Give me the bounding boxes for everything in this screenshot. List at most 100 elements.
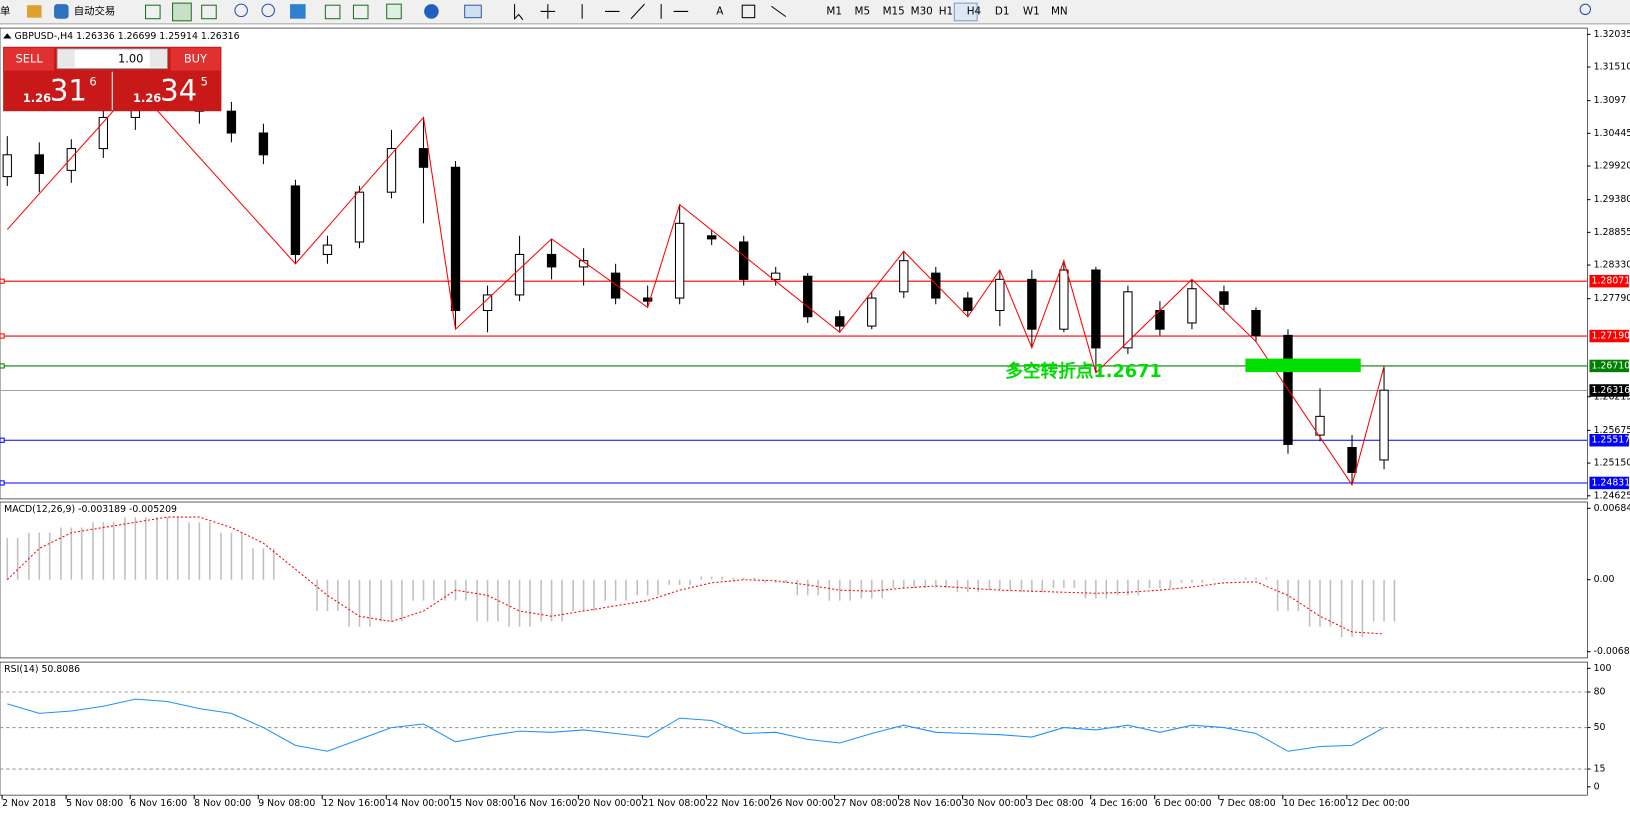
candle-body xyxy=(642,297,653,302)
icon[interactable] xyxy=(172,2,192,22)
candle-body xyxy=(1187,288,1197,324)
sell-price-frac[interactable]: 6 xyxy=(89,75,96,89)
y-tick-label: 0.00 xyxy=(1594,574,1615,585)
current-price-label: 1.26316 xyxy=(1592,385,1630,396)
rsi-panel xyxy=(0,661,1588,796)
x-tick-label: 8 Nov 00:00 xyxy=(194,798,251,809)
chart-title: GBPUSD-,H4 1.26336 1.26699 1.25914 1.263… xyxy=(15,31,240,42)
sell-price-big[interactable]: 1.26 xyxy=(23,91,51,105)
level-handle xyxy=(0,363,5,369)
x-tick-label: 22 Nov 16:00 xyxy=(706,798,769,809)
y-tick-label: 1.28330 xyxy=(1594,260,1630,271)
lots-input[interactable] xyxy=(56,48,168,70)
timeframe[interactable]: M5 xyxy=(855,5,871,17)
sell-label[interactable]: SELL xyxy=(16,52,44,66)
candle-body xyxy=(482,294,493,312)
icon[interactable] xyxy=(324,4,341,20)
icon[interactable] xyxy=(386,3,402,20)
icon[interactable] xyxy=(352,4,369,20)
auto-trading[interactable]: 自动交易 xyxy=(74,4,116,17)
icon[interactable] xyxy=(27,5,42,18)
candle-body xyxy=(1123,291,1133,349)
icon[interactable] xyxy=(581,3,689,20)
icon[interactable] xyxy=(201,4,217,20)
rsi-title: RSI(14) 50.8086 xyxy=(4,664,80,675)
icon[interactable] xyxy=(261,3,275,18)
candle-body xyxy=(931,272,941,299)
buy-price-pips[interactable]: 34 xyxy=(160,74,197,108)
x-tick-label: 15 Nov 08:00 xyxy=(450,798,513,809)
candle-body xyxy=(34,154,44,175)
y-tick-label: 1.31510 xyxy=(1594,61,1630,72)
search-icon[interactable] xyxy=(1579,3,1592,16)
icon[interactable] xyxy=(54,4,69,19)
lots-up[interactable] xyxy=(149,49,167,68)
level-tag xyxy=(1589,433,1629,447)
timeframe[interactable]: H4 xyxy=(967,5,982,17)
candle-body xyxy=(610,272,621,299)
candle-body xyxy=(258,132,269,156)
x-tick-label: 3 Dec 08:00 xyxy=(1027,798,1084,809)
timeframe[interactable]: D1 xyxy=(995,5,1010,17)
buy-button[interactable] xyxy=(170,47,221,71)
buy-price-frac[interactable]: 5 xyxy=(201,75,208,89)
main-panel xyxy=(0,27,1588,500)
sell-button[interactable] xyxy=(4,47,55,71)
level-handle xyxy=(0,333,5,339)
y-tick-label: 1.28855 xyxy=(1594,227,1630,238)
y-tick-label: 15 xyxy=(1594,764,1606,775)
lots-down[interactable] xyxy=(58,49,75,68)
candle-body xyxy=(2,154,12,178)
candle-body xyxy=(354,191,365,243)
timeframe[interactable]: H1 xyxy=(939,5,953,17)
timeframe[interactable]: W1 xyxy=(1023,5,1040,17)
y-tick-label: -0.006894 xyxy=(1594,646,1630,657)
icon[interactable] xyxy=(514,4,524,21)
icon[interactable]: A xyxy=(716,5,724,17)
timeframe[interactable]: M15 xyxy=(883,5,905,17)
candle-body xyxy=(835,316,845,327)
x-tick-label: 6 Nov 16:00 xyxy=(130,798,187,809)
icon[interactable] xyxy=(145,4,161,20)
y-tick-label: 1.25675 xyxy=(1594,425,1630,436)
x-tick-label: 30 Nov 00:00 xyxy=(963,798,1026,809)
candle-body xyxy=(1347,447,1357,473)
candle-body xyxy=(1027,278,1037,330)
level-label: 1.25517 xyxy=(1592,435,1630,446)
candle-body xyxy=(1315,415,1325,436)
sell-price-pips[interactable]: 31 xyxy=(50,74,87,108)
candle-body xyxy=(1251,309,1261,336)
buy-price-big[interactable]: 1.26 xyxy=(133,91,161,105)
collapse-icon[interactable] xyxy=(3,33,12,39)
trade-panel: SELL 1.00 BUY 1.26 31 6 1.26 34 5 xyxy=(3,46,222,112)
level-handle xyxy=(0,278,5,284)
y-tick-label: 0 xyxy=(1594,781,1600,792)
x-tick-label: 28 Nov 16:00 xyxy=(899,798,962,809)
candle-body xyxy=(1379,389,1389,461)
icon[interactable] xyxy=(290,4,306,19)
candle-body xyxy=(674,222,685,299)
icon[interactable] xyxy=(424,4,439,19)
timeframe[interactable]: M1 xyxy=(826,5,842,17)
timeframe[interactable]: MN xyxy=(1051,5,1068,17)
level-handle xyxy=(0,437,5,443)
candle-body xyxy=(98,116,109,150)
menu-label[interactable]: 单 xyxy=(0,5,10,17)
y-tick-label: 100 xyxy=(1594,663,1612,674)
x-tick-label: 10 Dec 16:00 xyxy=(1283,798,1346,809)
candle-body xyxy=(66,148,76,171)
icon[interactable] xyxy=(540,4,556,19)
x-tick-label: 12 Dec 00:00 xyxy=(1347,798,1410,809)
candle-body xyxy=(963,297,973,312)
x-tick-label: 7 Dec 08:00 xyxy=(1219,798,1276,809)
buy-label[interactable]: BUY xyxy=(184,52,207,66)
icon[interactable] xyxy=(741,4,756,19)
level-handle xyxy=(0,480,5,486)
icon[interactable] xyxy=(234,3,248,18)
icon[interactable] xyxy=(464,4,482,19)
y-tick-label: 1.29920 xyxy=(1594,161,1630,172)
lots-value[interactable]: 1.00 xyxy=(118,52,143,66)
timeframe[interactable]: M30 xyxy=(911,5,933,17)
icon[interactable] xyxy=(771,5,787,18)
